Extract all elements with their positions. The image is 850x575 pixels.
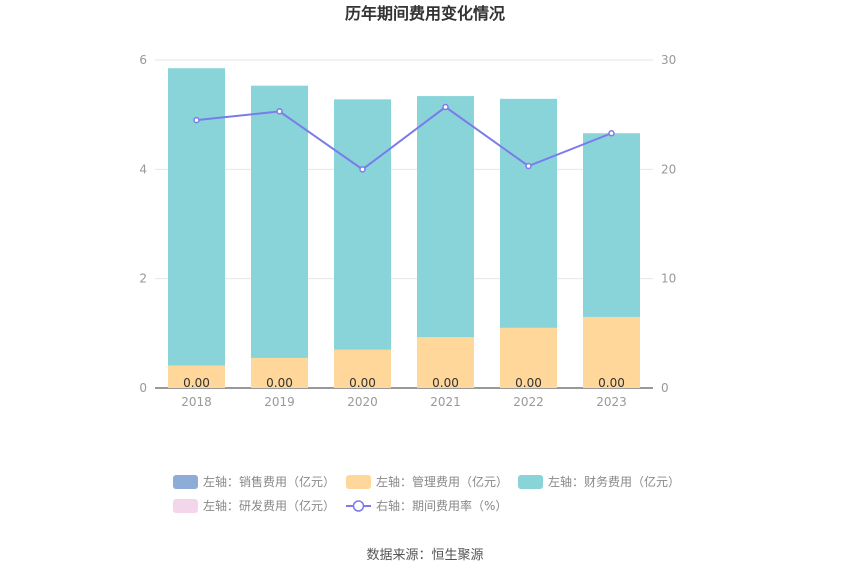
- bar-segment: [168, 365, 225, 388]
- rate-point: [608, 130, 615, 137]
- right-axis: 0 10 20 30: [661, 53, 676, 395]
- grid: [155, 59, 653, 389]
- bar-segment: [251, 85, 308, 358]
- rate-point: [193, 116, 200, 124]
- left-tick-label: 0: [139, 381, 147, 395]
- bar-segment: [583, 316, 640, 388]
- x-tick-label: 2020: [347, 395, 378, 409]
- rate-point: [525, 162, 532, 170]
- chart-title: 历年期间费用变化情况: [345, 4, 505, 23]
- bar-segment: [500, 327, 557, 388]
- rate-point: [359, 166, 366, 173]
- legend: 左轴：销售费用（亿元） 左轴：管理费用（亿元） 左轴：财务费用（亿元） 左轴：研发费用…: [173, 474, 680, 513]
- bar-value-label: 0.00: [266, 376, 293, 390]
- bar-value-label: 0.00: [432, 376, 459, 390]
- left-tick-label: 2: [139, 272, 147, 286]
- x-tick-label: 2018: [181, 395, 212, 409]
- legend-swatch: [346, 475, 371, 489]
- rate-point: [276, 108, 283, 115]
- rate-line-path: [196, 105, 612, 171]
- source-note: 数据来源：恒生聚源: [366, 548, 483, 563]
- legend-swatch: [173, 475, 198, 489]
- right-tick-label: 10: [661, 272, 676, 286]
- x-tick-label: 2019: [264, 395, 295, 409]
- left-axis: 0 2 4 6: [139, 53, 147, 395]
- bar-segment: [417, 96, 474, 338]
- x-axis: 2018 2019 2020 2021 2022 2023: [181, 395, 627, 409]
- right-tick-label: 0: [661, 381, 669, 395]
- bar-segment: [500, 98, 557, 328]
- bar-value-label: 0.00: [349, 376, 376, 390]
- x-tick-label: 2023: [596, 395, 627, 409]
- legend-label: 左轴：管理费用（亿元）: [376, 474, 508, 489]
- bar-segment: [334, 349, 391, 388]
- x-tick-label: 2022: [513, 395, 544, 409]
- bar-value-label: 0.00: [598, 376, 625, 390]
- left-tick-label: 6: [139, 53, 147, 67]
- legend-label: 左轴：销售费用（亿元）: [203, 474, 335, 489]
- x-tick-label: 2021: [430, 395, 461, 409]
- bar-labels: 0.00 0.00 0.00 0.00 0.00 0.00: [183, 376, 625, 390]
- legend-swatch: [173, 499, 198, 513]
- legend-swatch-point: [352, 500, 365, 512]
- right-tick-label: 30: [661, 53, 676, 67]
- bar-segment: [417, 337, 474, 388]
- bar-value-label: 0.00: [183, 376, 210, 390]
- rate-point: [442, 103, 449, 111]
- bar-segment: [334, 99, 391, 350]
- bars: [168, 68, 640, 388]
- legend-label: 左轴：研发费用（亿元）: [203, 498, 335, 513]
- legend-swatch: [518, 475, 543, 489]
- left-tick-label: 4: [139, 162, 147, 176]
- bar-segment: [583, 133, 640, 317]
- right-tick-label: 20: [661, 162, 676, 176]
- legend-label: 右轴：期间费用率（%）: [376, 498, 507, 513]
- legend-label: 左轴：财务费用（亿元）: [548, 474, 680, 489]
- bar-segment: [251, 357, 308, 388]
- bar-value-label: 0.00: [515, 376, 542, 390]
- expense-rate-line: [193, 103, 615, 173]
- bar-segment: [168, 68, 225, 366]
